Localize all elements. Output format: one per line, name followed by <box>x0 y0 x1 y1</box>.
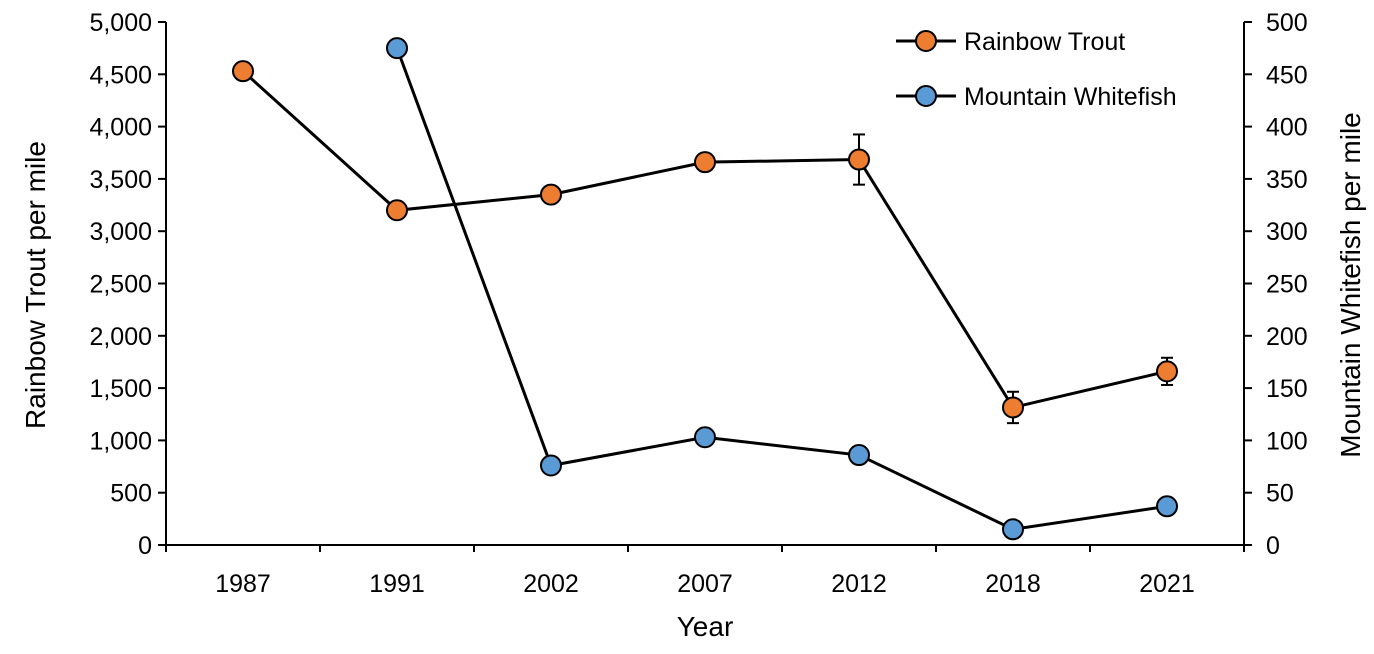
y-left-tick-label: 4,000 <box>89 114 152 142</box>
y-right-tick-label: 300 <box>1266 218 1308 246</box>
y-right-tick-label: 50 <box>1266 480 1294 508</box>
x-tick-label: 1987 <box>215 570 271 598</box>
y-right-tick-label: 450 <box>1266 61 1308 89</box>
y-left-tick-label: 500 <box>110 480 152 508</box>
series-mountain-whitefish <box>386 37 1178 541</box>
data-point <box>540 183 562 206</box>
y-axis-right-title: Mountain Whitefish per mile <box>1335 112 1366 457</box>
x-tick-label: 2002 <box>523 570 579 598</box>
data-point <box>386 37 408 60</box>
data-point <box>848 444 870 467</box>
y-left-tick-label: 3,000 <box>89 218 152 246</box>
y-left-tick-label: 5,000 <box>89 9 152 37</box>
y-left-tick-label: 2,500 <box>89 271 152 299</box>
series-rainbow-trout <box>232 60 1178 425</box>
axes: 05001,0001,5002,0002,5003,0003,5004,0004… <box>89 9 1307 598</box>
data-point <box>848 148 870 171</box>
y-left-tick-label: 3,500 <box>89 166 152 194</box>
data-point <box>1156 495 1178 518</box>
legend: Rainbow Trout Mountain Whitefish <box>896 28 1177 111</box>
y-axis-left-title: Rainbow Trout per mile <box>20 141 51 429</box>
y-left-tick-label: 0 <box>138 532 152 560</box>
data-point <box>232 60 254 83</box>
y-left-tick-label: 4,500 <box>89 61 152 89</box>
y-right-tick-label: 350 <box>1266 166 1308 194</box>
y-right-tick-label: 0 <box>1266 532 1280 560</box>
data-point <box>540 454 562 477</box>
x-tick-label: 1991 <box>369 570 425 598</box>
legend-item: Rainbow Trout <box>896 28 1125 56</box>
x-axis-title: Year <box>677 611 734 642</box>
x-tick-label: 2018 <box>985 570 1041 598</box>
data-point <box>1002 396 1024 419</box>
x-tick-label: 2007 <box>677 570 733 598</box>
y-left-tick-label: 1,500 <box>89 375 152 403</box>
data-point <box>386 199 408 222</box>
y-right-tick-label: 250 <box>1266 271 1308 299</box>
x-tick-label: 2021 <box>1139 570 1195 598</box>
y-right-tick-label: 150 <box>1266 375 1308 403</box>
legend-marker <box>915 30 937 52</box>
y-right-tick-label: 200 <box>1266 323 1308 351</box>
legend-label: Rainbow Trout <box>964 28 1125 56</box>
data-point <box>694 426 716 449</box>
y-left-tick-label: 1,000 <box>89 427 152 455</box>
y-left-tick-label: 2,000 <box>89 323 152 351</box>
series-layer <box>232 37 1178 541</box>
data-point <box>1002 518 1024 541</box>
legend-label: Mountain Whitefish <box>964 83 1177 111</box>
legend-marker <box>915 85 937 107</box>
y-right-tick-label: 500 <box>1266 9 1308 37</box>
legend-item: Mountain Whitefish <box>896 83 1177 111</box>
y-right-tick-label: 400 <box>1266 114 1308 142</box>
data-point <box>694 151 716 174</box>
x-tick-label: 2012 <box>831 570 887 598</box>
series-line <box>395 47 1168 531</box>
y-right-tick-label: 100 <box>1266 427 1308 455</box>
series-line <box>241 70 1168 410</box>
data-point <box>1156 360 1178 383</box>
